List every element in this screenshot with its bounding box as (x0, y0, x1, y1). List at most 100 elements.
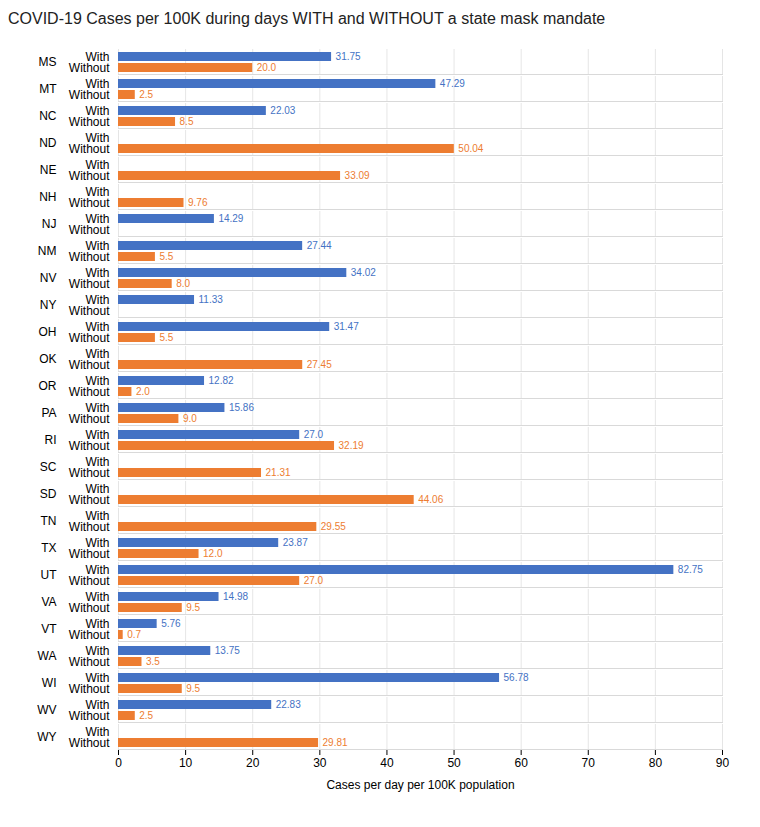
svg-text:27.0: 27.0 (304, 575, 324, 586)
svg-text:Without: Without (69, 628, 110, 642)
svg-text:2.0: 2.0 (136, 386, 150, 397)
svg-text:22.03: 22.03 (270, 105, 295, 116)
svg-text:5.5: 5.5 (159, 332, 173, 343)
svg-text:82.75: 82.75 (678, 564, 703, 575)
svg-text:90: 90 (716, 756, 730, 770)
svg-text:9.5: 9.5 (186, 683, 200, 694)
svg-text:9.76: 9.76 (188, 197, 208, 208)
svg-text:0: 0 (115, 756, 122, 770)
svg-text:NH: NH (39, 190, 56, 204)
svg-text:Without: Without (69, 601, 110, 615)
svg-text:21.31: 21.31 (266, 467, 291, 478)
svg-text:Without: Without (69, 223, 110, 237)
svg-text:20.0: 20.0 (257, 62, 277, 73)
svg-text:MT: MT (39, 82, 57, 96)
svg-text:Without: Without (69, 358, 110, 372)
svg-text:0.7: 0.7 (127, 629, 141, 640)
svg-text:27.44: 27.44 (307, 240, 332, 251)
svg-text:OK: OK (39, 352, 56, 366)
svg-text:Without: Without (69, 169, 110, 183)
svg-text:47.29: 47.29 (440, 78, 465, 89)
svg-text:OR: OR (39, 379, 57, 393)
svg-text:Without: Without (69, 709, 110, 723)
svg-text:8.5: 8.5 (180, 116, 194, 127)
svg-text:8.0: 8.0 (176, 278, 190, 289)
svg-text:Without: Without (69, 115, 110, 129)
svg-text:Without: Without (69, 547, 110, 561)
svg-text:TN: TN (41, 514, 57, 528)
svg-text:Without: Without (69, 655, 110, 669)
svg-text:22.83: 22.83 (276, 699, 301, 710)
svg-text:WY: WY (37, 730, 56, 744)
svg-text:Without: Without (69, 385, 110, 399)
svg-text:RI: RI (45, 433, 57, 447)
svg-text:27.0: 27.0 (304, 429, 324, 440)
svg-text:29.81: 29.81 (323, 737, 348, 748)
svg-text:20: 20 (246, 756, 260, 770)
svg-text:34.02: 34.02 (351, 267, 376, 278)
svg-text:Without: Without (69, 61, 110, 75)
svg-text:50: 50 (447, 756, 461, 770)
svg-text:Without: Without (69, 250, 110, 264)
svg-text:31.75: 31.75 (336, 51, 361, 62)
svg-text:23.87: 23.87 (283, 537, 308, 548)
svg-text:70: 70 (582, 756, 596, 770)
svg-text:Cases per day per 100K populat: Cases per day per 100K population (326, 778, 514, 792)
svg-text:32.19: 32.19 (339, 440, 364, 451)
svg-text:Without: Without (69, 331, 110, 345)
svg-text:44.06: 44.06 (418, 494, 443, 505)
svg-text:Without: Without (69, 304, 110, 318)
svg-text:TX: TX (41, 541, 56, 555)
svg-text:NJ: NJ (42, 217, 57, 231)
svg-text:SC: SC (40, 460, 57, 474)
svg-text:NM: NM (38, 244, 57, 258)
svg-text:NC: NC (39, 109, 57, 123)
svg-text:80: 80 (649, 756, 663, 770)
svg-text:Without: Without (69, 277, 110, 291)
svg-text:5.5: 5.5 (159, 251, 173, 262)
svg-text:OH: OH (39, 325, 57, 339)
svg-text:12.0: 12.0 (203, 548, 223, 559)
svg-text:33.09: 33.09 (345, 170, 370, 181)
svg-text:Without: Without (69, 142, 110, 156)
svg-text:14.98: 14.98 (223, 591, 248, 602)
svg-text:31.47: 31.47 (334, 321, 359, 332)
svg-text:15.86: 15.86 (229, 402, 254, 413)
svg-text:Without: Without (69, 736, 110, 750)
svg-text:10: 10 (179, 756, 193, 770)
svg-text:9.5: 9.5 (186, 602, 200, 613)
svg-text:UT: UT (41, 568, 58, 582)
svg-text:30: 30 (313, 756, 327, 770)
svg-text:Without: Without (69, 466, 110, 480)
svg-text:NV: NV (40, 271, 57, 285)
svg-text:13.75: 13.75 (215, 645, 240, 656)
svg-text:5.76: 5.76 (161, 618, 181, 629)
svg-text:40: 40 (380, 756, 394, 770)
svg-text:NY: NY (40, 298, 57, 312)
svg-text:VT: VT (41, 622, 57, 636)
svg-text:ND: ND (39, 136, 57, 150)
svg-text:Without: Without (69, 574, 110, 588)
svg-text:Without: Without (69, 493, 110, 507)
svg-text:NE: NE (40, 163, 57, 177)
svg-text:2.5: 2.5 (139, 89, 153, 100)
svg-text:SD: SD (40, 487, 57, 501)
svg-text:29.55: 29.55 (321, 521, 346, 532)
svg-text:Without: Without (69, 439, 110, 453)
svg-text:2.5: 2.5 (139, 710, 153, 721)
svg-text:WA: WA (38, 649, 57, 663)
svg-text:50.04: 50.04 (458, 143, 483, 154)
svg-text:Without: Without (69, 88, 110, 102)
svg-text:Without: Without (69, 196, 110, 210)
svg-text:60: 60 (514, 756, 528, 770)
svg-text:11.33: 11.33 (199, 294, 224, 305)
svg-text:27.45: 27.45 (307, 359, 332, 370)
svg-text:VA: VA (41, 595, 56, 609)
svg-text:12.82: 12.82 (209, 375, 234, 386)
svg-text:Without: Without (69, 682, 110, 696)
svg-text:56.78: 56.78 (504, 672, 529, 683)
svg-text:WI: WI (42, 676, 57, 690)
svg-text:14.29: 14.29 (218, 213, 243, 224)
svg-text:MS: MS (39, 55, 57, 69)
svg-text:Without: Without (69, 412, 110, 426)
